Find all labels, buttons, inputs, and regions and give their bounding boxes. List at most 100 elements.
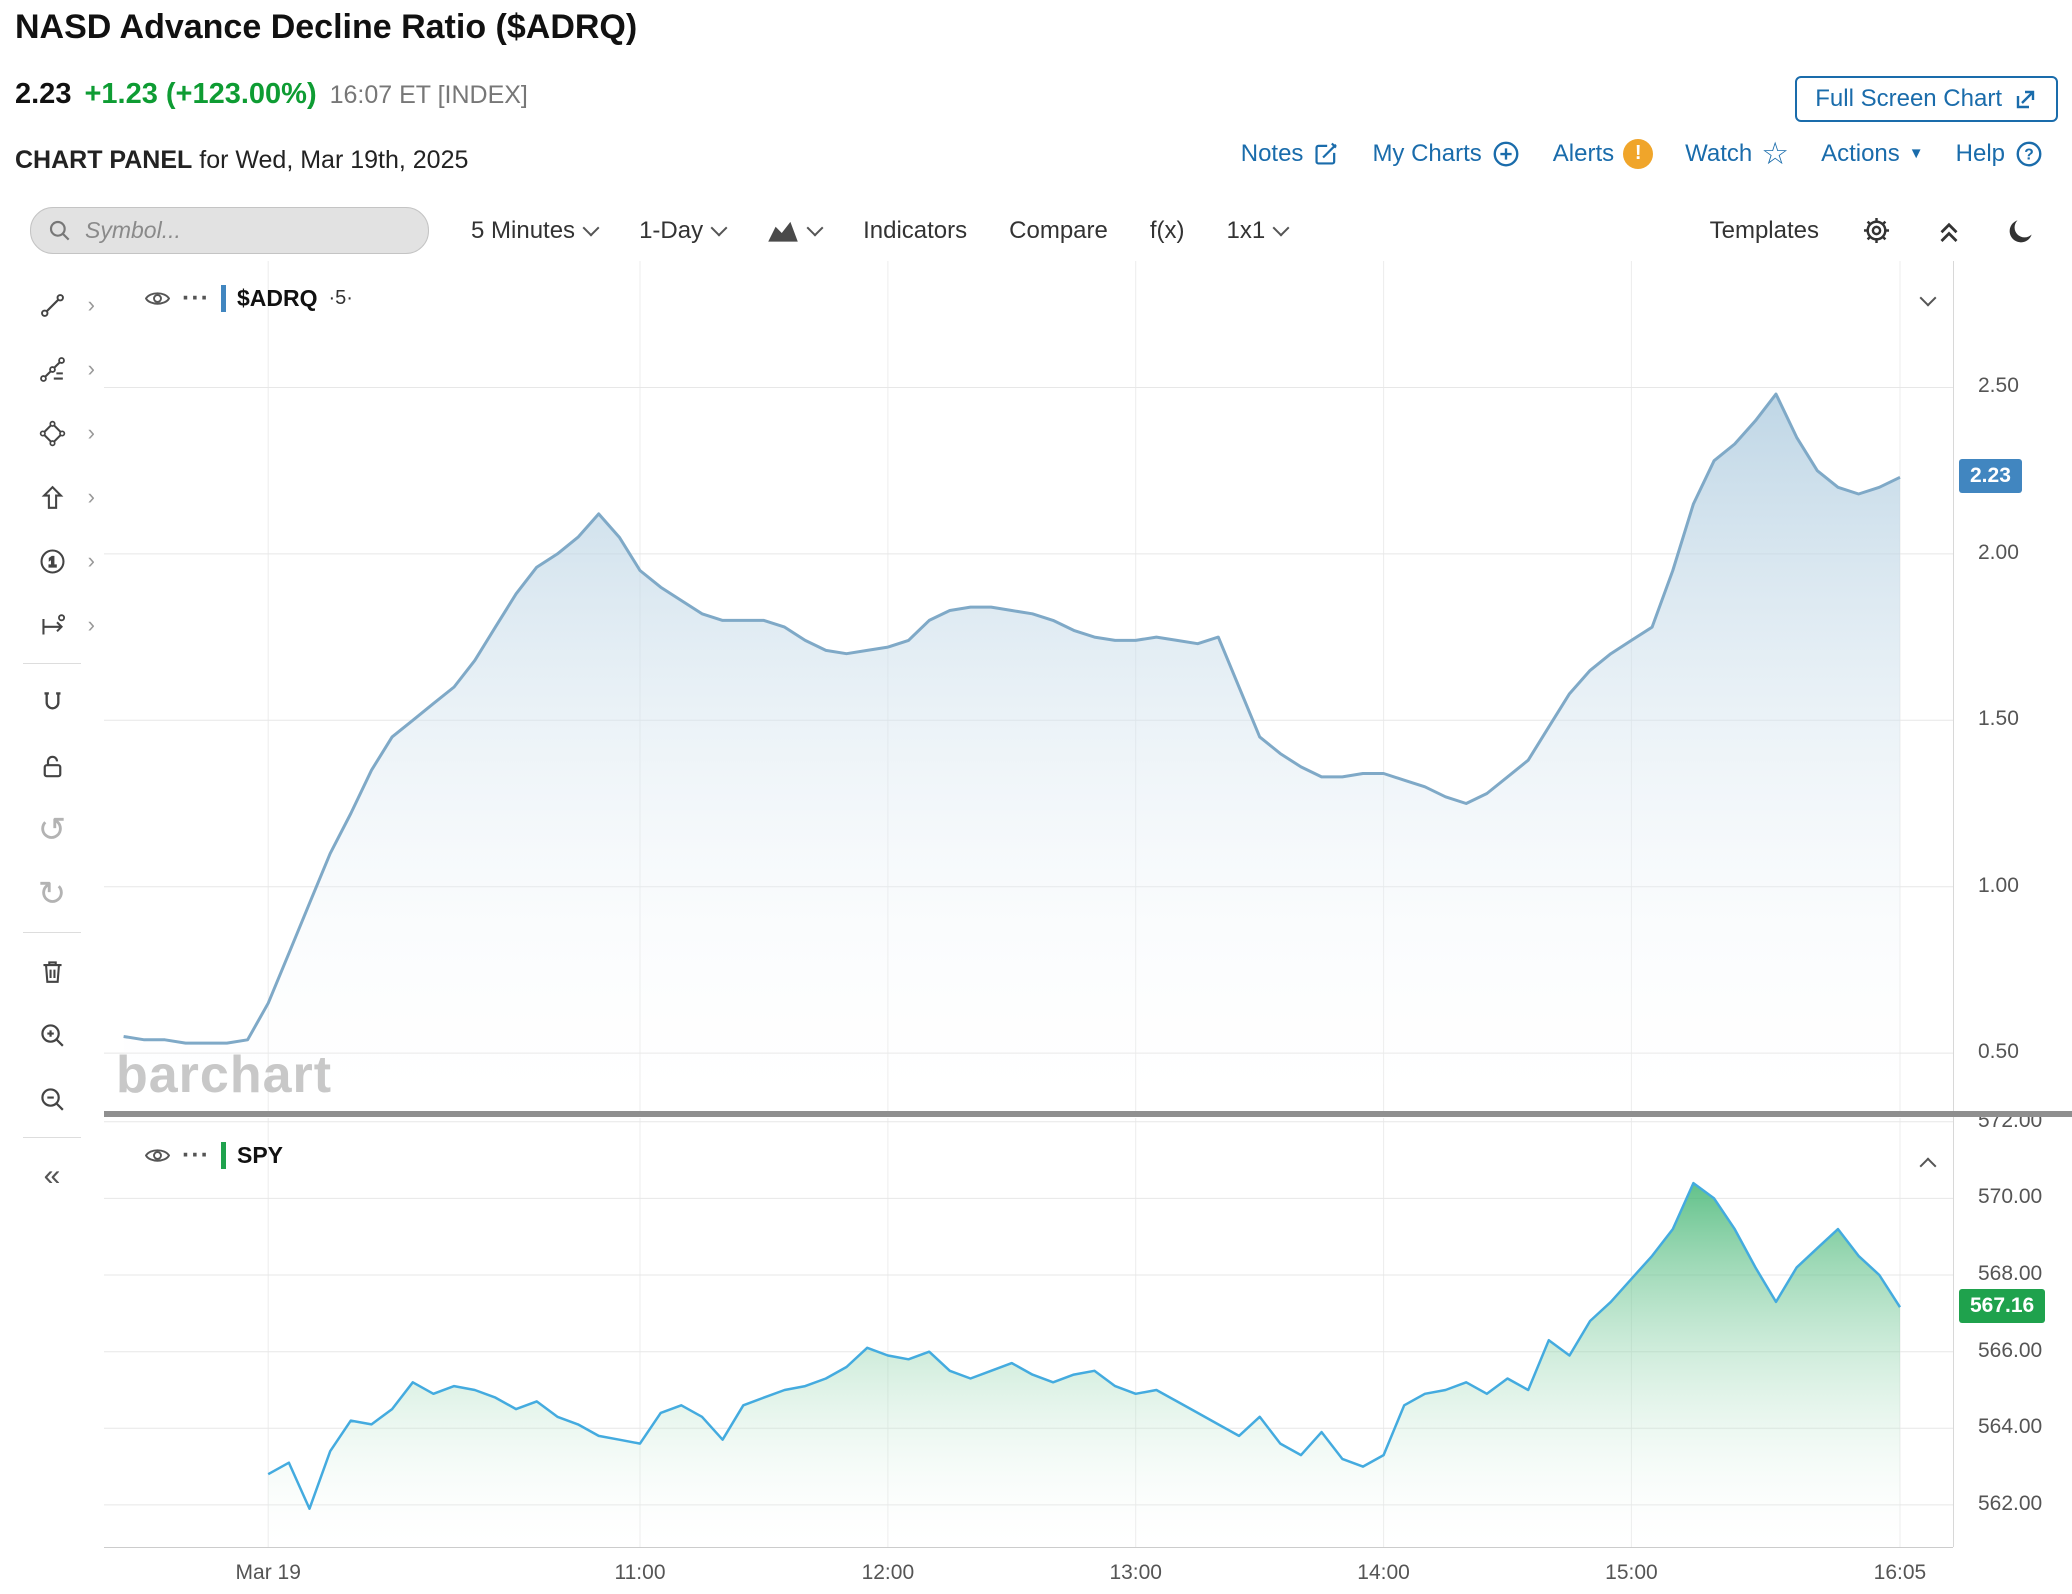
more-options-icon[interactable]: ···	[182, 284, 210, 313]
collapse-sidebar-button[interactable]: «	[0, 1144, 104, 1208]
lock-icon	[43, 755, 61, 777]
panel-divider-handle[interactable]	[104, 1111, 2072, 1117]
last-price-badge: 567.16	[1959, 1289, 2046, 1324]
arrow-tool[interactable]: ›	[0, 465, 104, 529]
indicators-label: Indicators	[863, 216, 968, 244]
series-color-bar	[220, 1142, 226, 1169]
spy-chart-plot[interactable]	[104, 1118, 1953, 1547]
sidebar-divider	[23, 1137, 81, 1138]
number-annotation-tool[interactable]: 1 ›	[0, 529, 104, 593]
x-axis-label: 16:05	[1873, 1561, 1927, 1584]
templates-button[interactable]: Templates	[1710, 217, 1819, 245]
chevron-down-icon	[1919, 289, 1937, 307]
measure-tool[interactable]: ›	[0, 593, 104, 657]
shapes-tool[interactable]: ›	[0, 401, 104, 465]
tool-expand-icon[interactable]: ›	[87, 612, 95, 637]
diamond-shape-icon	[39, 420, 65, 446]
help-link[interactable]: Help ?	[1956, 139, 2044, 169]
watch-label: Watch	[1685, 139, 1753, 167]
redo-tool[interactable]: ↻	[0, 862, 104, 926]
chart-panel-label: CHART PANEL	[15, 146, 193, 174]
expand-panel-button[interactable]	[1919, 1154, 1937, 1177]
eye-icon[interactable]	[144, 285, 171, 312]
trendline-tool[interactable]: ›	[0, 273, 104, 337]
series-color-bar	[220, 285, 226, 312]
settings-button[interactable]	[1861, 215, 1892, 246]
collapse-panel-button[interactable]	[1919, 289, 1937, 309]
notes-link[interactable]: Notes	[1241, 140, 1341, 168]
svg-text:?: ?	[2024, 146, 2034, 163]
chevron-down-icon	[710, 219, 728, 236]
svg-text:1: 1	[48, 554, 56, 570]
x-axis-label: 13:00	[1109, 1561, 1162, 1584]
compare-button[interactable]: Compare	[1009, 217, 1108, 245]
sidebar-divider	[23, 663, 81, 664]
dark-mode-toggle[interactable]	[2006, 216, 2036, 246]
chart-type-dropdown[interactable]	[767, 218, 824, 243]
zoom-out-tool[interactable]	[0, 1067, 104, 1131]
x-axis-label: 11:00	[614, 1561, 666, 1584]
notes-icon	[1315, 142, 1338, 165]
chart-area: barchart ··· $ADRQ ·5· ···	[104, 261, 2072, 1594]
chart-panel-caption: CHART PANEL for Wed, Mar 19th, 2025	[15, 146, 468, 175]
adrq-chart-plot[interactable]	[104, 261, 1953, 1114]
magnet-tool[interactable]	[0, 670, 104, 734]
symbol-search[interactable]	[30, 207, 429, 254]
tool-expand-icon[interactable]: ›	[87, 484, 95, 509]
full-screen-chart-button[interactable]: Full Screen Chart	[1795, 76, 2058, 122]
x-axis-label: 12:00	[861, 1561, 915, 1584]
plot-bottom-border	[104, 1547, 1953, 1548]
page-title: NASD Advance Decline Ratio ($ADRQ)	[15, 8, 638, 46]
tool-expand-icon[interactable]: ›	[87, 292, 95, 317]
measure-icon	[41, 613, 65, 635]
templates-label: Templates	[1709, 216, 1819, 244]
range-dropdown[interactable]: 1-Day	[639, 217, 728, 245]
x-axis-label: 15:00	[1605, 1561, 1658, 1584]
y-axis-label: 570.00	[1978, 1185, 2043, 1209]
interval-value: 5 Minutes	[471, 216, 576, 244]
y-axis-label: 1.00	[1978, 873, 2019, 897]
my-charts-link[interactable]: My Charts	[1372, 139, 1520, 169]
spy-symbol-label: SPY	[236, 1142, 284, 1168]
actions-caret-icon: ▼	[1908, 145, 1924, 162]
double-chevron-up-icon	[1940, 222, 1958, 242]
chevron-down-icon	[1272, 219, 1290, 236]
tool-expand-icon[interactable]: ›	[87, 548, 95, 573]
tool-expand-icon[interactable]: ›	[87, 356, 95, 381]
fullscreen-arrow-icon	[2016, 90, 2035, 109]
symbol-search-input[interactable]	[83, 216, 422, 245]
last-price-badge: 2.23	[1959, 459, 2022, 494]
eye-icon[interactable]	[144, 1142, 171, 1169]
tool-expand-icon[interactable]: ›	[87, 420, 95, 445]
interval-dropdown[interactable]: 5 Minutes	[471, 216, 600, 245]
more-options-icon[interactable]: ···	[182, 1141, 210, 1170]
y-axis-label: 2.00	[1978, 540, 2019, 564]
price-change: +1.23 (+123.00%)	[84, 78, 317, 110]
drawing-tools-sidebar: › › › ›	[0, 261, 105, 1594]
lock-tool[interactable]	[0, 734, 104, 798]
y-axis-label: 568.00	[1978, 1262, 2043, 1286]
grid-layout-value: 1x1	[1226, 216, 1266, 244]
chevron-down-icon	[806, 219, 824, 236]
search-icon	[49, 220, 70, 240]
watch-link[interactable]: Watch ☆	[1685, 138, 1789, 169]
magnet-icon	[43, 691, 61, 709]
adrq-panel-header: ··· $ADRQ ·5·	[144, 285, 353, 312]
indicators-button[interactable]: Indicators	[863, 217, 967, 245]
grid-layout-dropdown[interactable]: 1x1	[1226, 216, 1290, 245]
help-icon: ?	[2016, 141, 2042, 166]
zoom-in-tool[interactable]	[0, 1003, 104, 1067]
collapse-toolbar-button[interactable]	[1934, 216, 1964, 246]
annotation-lines-tool[interactable]: ›	[0, 337, 104, 401]
adrq-interval-label: ·5·	[328, 287, 353, 309]
actions-menu[interactable]: Actions ▼	[1821, 140, 1924, 168]
delete-tool[interactable]	[0, 939, 104, 1003]
x-axis-label: Mar 19	[235, 1561, 301, 1584]
fx-button[interactable]: f(x)	[1150, 217, 1185, 245]
chart-toolbar: 5 Minutes 1-Day Indicators Compare f(x) …	[0, 200, 2072, 262]
undo-tool[interactable]: ↺	[0, 798, 104, 862]
moon-icon	[2009, 219, 2032, 242]
notes-label: Notes	[1240, 139, 1304, 167]
zoom-in-icon	[40, 1023, 64, 1047]
alerts-link[interactable]: Alerts !	[1553, 138, 1654, 169]
